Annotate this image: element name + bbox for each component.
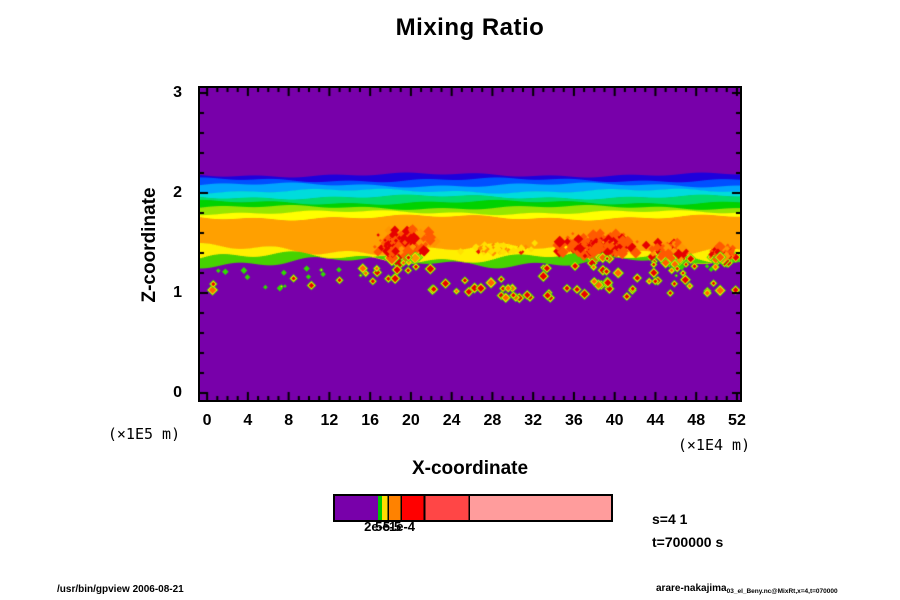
y-tick-label: 0 [173, 384, 182, 401]
y-tick-label: 2 [173, 184, 182, 201]
x-tick-label: 0 [202, 412, 212, 429]
y-tick-label: 3 [173, 84, 182, 101]
x-tick-label: 12 [320, 412, 339, 429]
colorbar-level-label: 2e-5 [364, 519, 391, 534]
y-axis-unit: (×1E5 m) [107, 425, 181, 443]
footer-command-stamp: /usr/bin/gpview 2006-08-21 [57, 584, 184, 595]
time-annotation: t=700000 s [652, 534, 724, 550]
x-tick-label: 16 [361, 412, 380, 429]
x-tick-label: 52 [728, 412, 746, 429]
x-tick-label: 48 [687, 412, 706, 429]
chart-title: Mixing Ratio [395, 14, 545, 41]
y-axis-tick-labels: 0 1 2 3 [154, 0, 188, 600]
colorbar-level-label: 1e-4 [388, 519, 416, 534]
heatmap-plot [200, 88, 740, 400]
x-tick-label: 36 [565, 412, 583, 429]
x-tick-label: 4 [243, 412, 253, 429]
x-axis-label: X-coordinate [411, 458, 529, 479]
x-tick-label: 32 [524, 412, 543, 429]
x-tick-label: 20 [401, 412, 420, 429]
footer-dataset-stamp: arare-nakajima03_el_Beny.nc@MixRt,x=4,t=… [656, 583, 838, 595]
x-tick-label: 40 [605, 412, 624, 429]
x-tick-label: 28 [483, 412, 502, 429]
colorbar-level-label: 5e-5 [375, 519, 402, 534]
footer-dataset-name: arare-nakajima [656, 583, 727, 594]
x-tick-label: 44 [646, 412, 665, 429]
x-tick-label: 8 [284, 412, 294, 429]
colorbar [333, 494, 613, 522]
slice-annotation: s=4 1 [652, 511, 688, 527]
footer-dataset-detail: 03_el_Beny.nc@MixRt,x=4,t=070000 [726, 588, 838, 595]
y-tick-label: 1 [173, 284, 182, 301]
x-axis-unit: (×1E4 m) [677, 436, 751, 454]
x-tick-label: 24 [442, 412, 461, 429]
